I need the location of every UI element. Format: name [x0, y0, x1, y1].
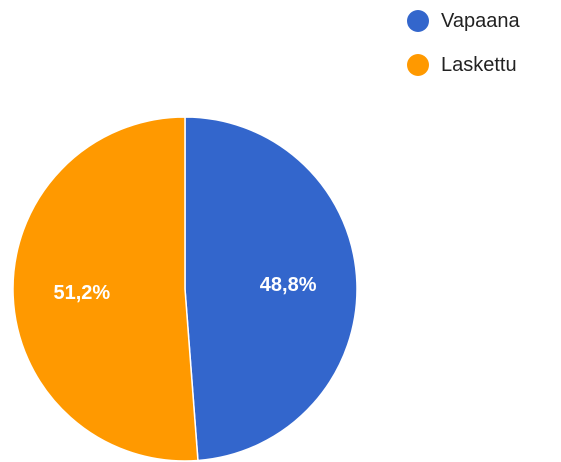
legend-label-laskettu: Laskettu	[441, 54, 517, 76]
pie-slices	[12, 116, 358, 462]
legend-swatch-vapaana	[407, 10, 429, 32]
legend: Vapaana Laskettu	[407, 10, 520, 76]
slice-label-laskettu: 51,2%	[54, 282, 111, 304]
legend-label-vapaana: Vapaana	[441, 10, 520, 32]
pie-slice-laskettu[interactable]	[12, 116, 199, 462]
legend-item-laskettu[interactable]: Laskettu	[407, 54, 517, 76]
legend-item-vapaana[interactable]: Vapaana	[407, 10, 520, 32]
slice-labels: 48,8% 51,2%	[54, 274, 317, 304]
slice-label-vapaana: 48,8%	[260, 274, 317, 296]
legend-swatch-laskettu	[407, 54, 429, 76]
pie-slice-vapaana[interactable]	[184, 116, 358, 462]
